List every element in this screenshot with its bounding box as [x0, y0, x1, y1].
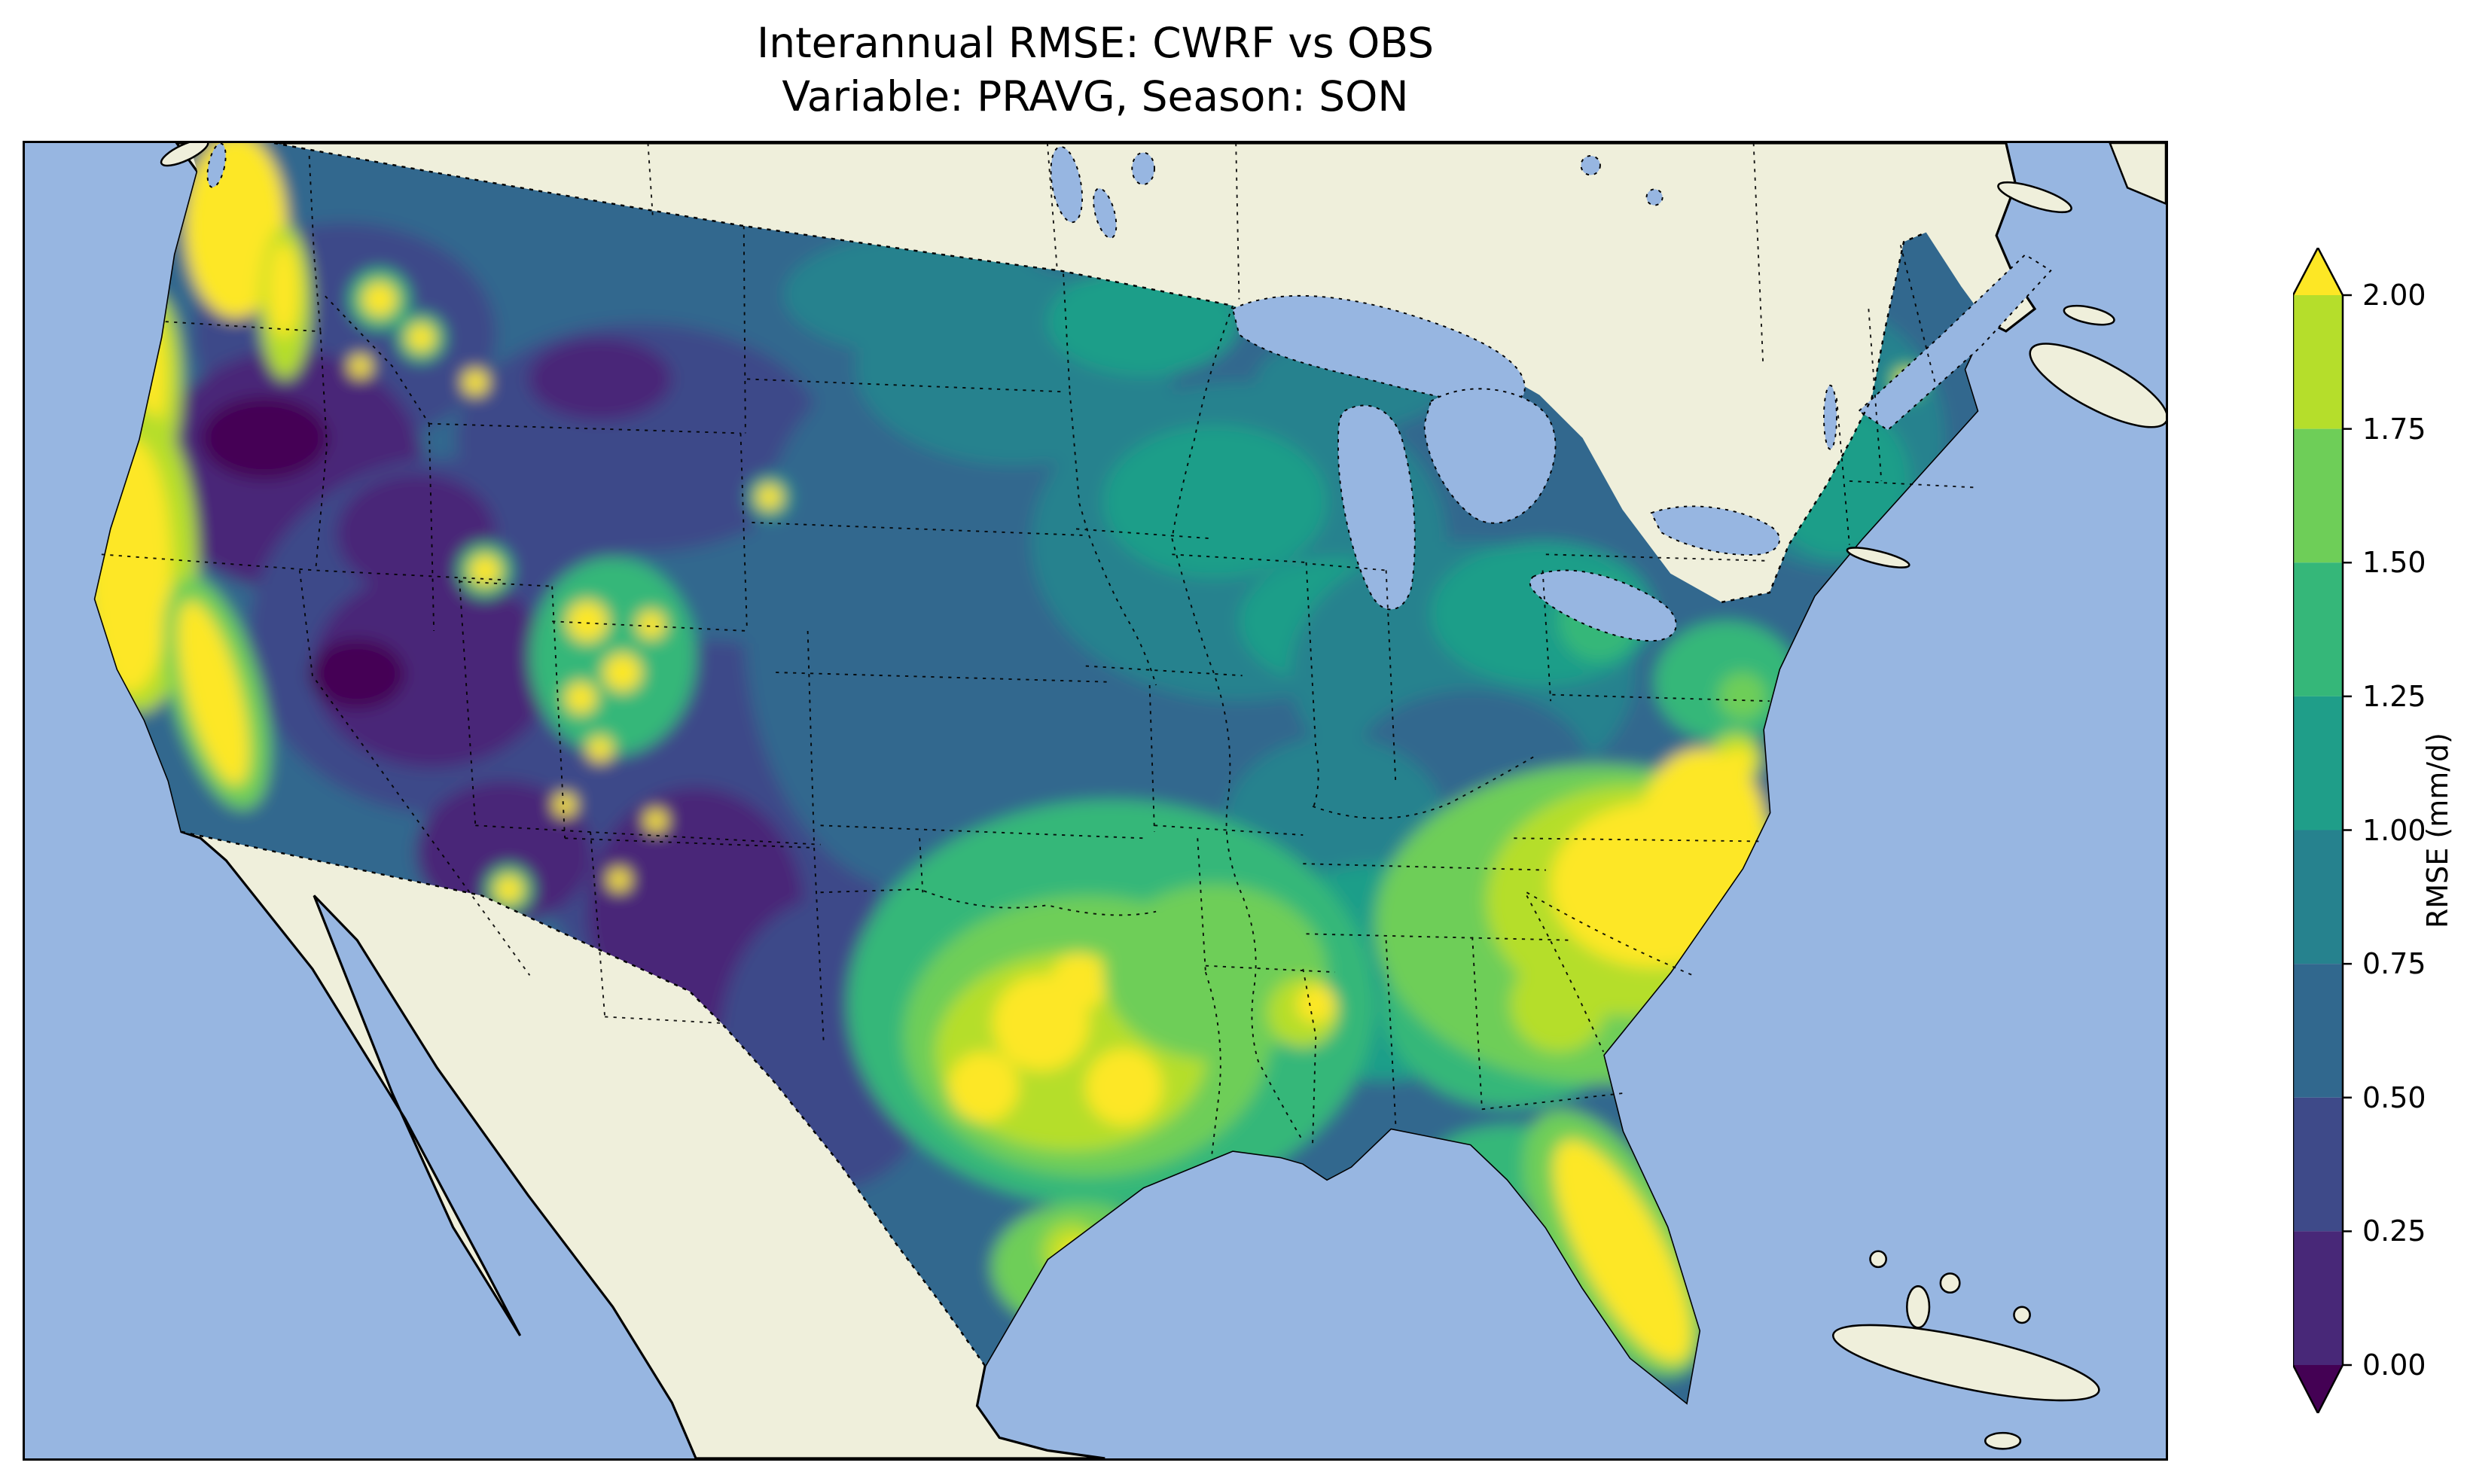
- canada-us-border: [273, 143, 1234, 307]
- colorbar-tick-label: 0.75: [2362, 947, 2426, 980]
- cuba-island: [1831, 1324, 2100, 1402]
- anticosti-island: [1997, 181, 2072, 214]
- state-borders: [101, 143, 1975, 1154]
- rmse-contour-blobs: [95, 143, 1987, 1403]
- colorbar-segment: [2293, 830, 2343, 964]
- lake-manitoba: [1093, 187, 1118, 239]
- jamaica-island: [1984, 1431, 2022, 1450]
- colorbar-segment: [2293, 964, 2343, 1098]
- colorbar-tick-label: 0.25: [2362, 1214, 2426, 1248]
- lake-michigan: [1337, 404, 1416, 611]
- bahamas-island: [1939, 1272, 1961, 1294]
- newfoundland: [2109, 143, 2166, 205]
- colorbar-tick-label: 0.50: [2362, 1081, 2426, 1114]
- nova-scotia: [2029, 343, 2166, 428]
- canada-us-border-east: [1721, 231, 1927, 604]
- canadian-lake: [1131, 151, 1155, 186]
- colorbar-tick-label: 1.00: [2362, 814, 2426, 847]
- prince-edward-island: [2063, 304, 2115, 326]
- colorbar-tick-label: 1.75: [2362, 413, 2426, 446]
- page-title: Interannual RMSE: CWRF vs OBS Variable: …: [23, 17, 2168, 123]
- borders-layer: [101, 143, 1975, 1367]
- colorbar-tick-label: 2.00: [2362, 279, 2426, 312]
- lake-winnipeg: [1050, 145, 1084, 224]
- vancouver-island: [160, 143, 209, 167]
- islands-layer: [160, 143, 2166, 1450]
- conus-rmse-map: [25, 143, 2166, 1458]
- lake-ontario: [1650, 505, 1780, 556]
- title-line-2: Variable: PRAVG, Season: SON: [782, 72, 1409, 120]
- lake-erie: [1529, 569, 1677, 642]
- st-lawrence-gulf: [1858, 254, 2052, 431]
- puget-sound: [206, 143, 227, 188]
- title-line-1: Interannual RMSE: CWRF vs OBS: [757, 19, 1434, 67]
- colorbar-under-arrow: [2293, 1365, 2343, 1413]
- lake-huron: [1423, 388, 1557, 524]
- colorbar-over-arrow: [2293, 248, 2343, 295]
- lakes-layer: [206, 143, 2052, 642]
- long-island: [1846, 547, 1910, 568]
- rmse-field-layer: [95, 143, 1987, 1403]
- colorbar-segment: [2293, 1097, 2343, 1232]
- colorbar-segment: [2293, 1231, 2343, 1366]
- colorbar-axis-label: RMSE (mm/d): [2421, 732, 2454, 929]
- colorbar-segment: [2293, 562, 2343, 696]
- colorbar-bar: [2293, 248, 2352, 1413]
- mexico-us-border: [181, 830, 986, 1367]
- colorbar-segment: [2293, 696, 2343, 830]
- colorbar-segment: [2293, 428, 2343, 563]
- lake-champlain: [1823, 384, 1837, 450]
- canadian-lake: [1645, 188, 1663, 206]
- canadian-lake: [1580, 154, 1601, 176]
- colorbar-tick-marks: [2343, 294, 2352, 1367]
- colorbar-tick-label: 1.50: [2362, 546, 2426, 579]
- andros-island: [1906, 1285, 1931, 1329]
- colorbar-tick-label: 0.00: [2362, 1348, 2426, 1382]
- colorbar-tick-label: 1.25: [2362, 680, 2426, 713]
- bahamas-island: [1869, 1250, 1887, 1269]
- map-axes: [23, 141, 2168, 1461]
- lake-superior: [1231, 294, 1526, 404]
- colorbar-segment: [2293, 295, 2343, 429]
- bahamas-island: [2013, 1306, 2031, 1324]
